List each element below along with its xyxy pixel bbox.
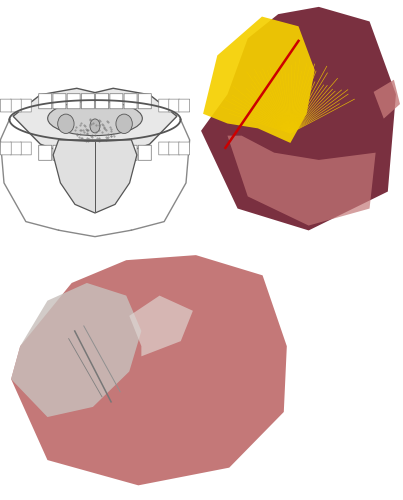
FancyBboxPatch shape: [179, 142, 189, 155]
FancyBboxPatch shape: [124, 94, 137, 108]
Ellipse shape: [58, 114, 74, 134]
Polygon shape: [53, 140, 137, 213]
Polygon shape: [203, 16, 315, 143]
FancyBboxPatch shape: [138, 146, 151, 160]
FancyBboxPatch shape: [159, 99, 170, 112]
FancyBboxPatch shape: [10, 142, 21, 155]
FancyBboxPatch shape: [81, 146, 94, 160]
FancyBboxPatch shape: [81, 94, 94, 108]
FancyBboxPatch shape: [10, 99, 21, 112]
Ellipse shape: [116, 114, 132, 134]
Polygon shape: [11, 283, 141, 417]
FancyBboxPatch shape: [124, 146, 137, 160]
FancyBboxPatch shape: [0, 142, 11, 155]
Polygon shape: [201, 7, 396, 230]
FancyBboxPatch shape: [110, 94, 123, 108]
FancyBboxPatch shape: [39, 146, 52, 160]
FancyBboxPatch shape: [96, 146, 109, 160]
FancyBboxPatch shape: [67, 94, 80, 108]
FancyBboxPatch shape: [179, 99, 189, 112]
Ellipse shape: [48, 101, 142, 136]
Polygon shape: [13, 88, 177, 162]
Polygon shape: [129, 296, 193, 356]
FancyBboxPatch shape: [169, 99, 180, 112]
FancyBboxPatch shape: [53, 94, 66, 108]
FancyBboxPatch shape: [67, 146, 80, 160]
Polygon shape: [227, 136, 376, 226]
FancyBboxPatch shape: [53, 146, 66, 160]
FancyBboxPatch shape: [110, 146, 123, 160]
FancyBboxPatch shape: [169, 142, 180, 155]
Polygon shape: [11, 255, 287, 486]
Ellipse shape: [90, 119, 100, 133]
FancyBboxPatch shape: [21, 142, 31, 155]
FancyBboxPatch shape: [0, 99, 11, 112]
FancyBboxPatch shape: [159, 142, 170, 155]
FancyBboxPatch shape: [21, 99, 31, 112]
Polygon shape: [374, 80, 400, 118]
FancyBboxPatch shape: [39, 94, 52, 108]
FancyBboxPatch shape: [96, 94, 109, 108]
FancyBboxPatch shape: [138, 94, 151, 108]
